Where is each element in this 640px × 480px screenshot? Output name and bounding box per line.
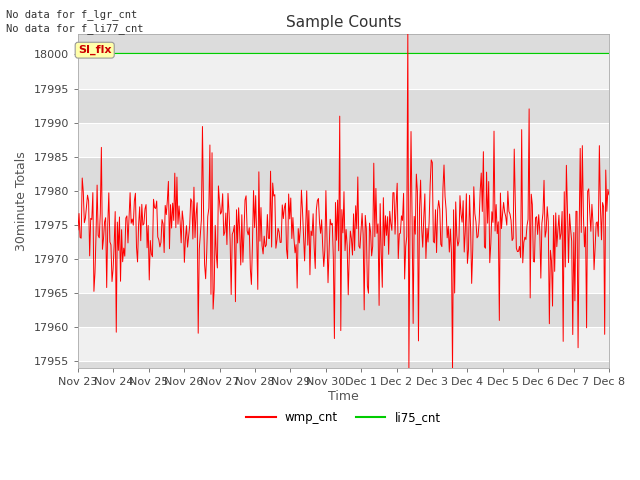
Bar <box>78 54 609 88</box>
X-axis label: Time: Time <box>328 390 359 403</box>
Bar <box>78 259 609 293</box>
Bar <box>78 88 609 122</box>
Text: No data for f_li77_cnt: No data for f_li77_cnt <box>6 23 144 34</box>
Y-axis label: 30minute Totals: 30minute Totals <box>15 151 28 251</box>
Text: No data for f_lgr_cnt: No data for f_lgr_cnt <box>6 9 138 20</box>
Text: SI_flx: SI_flx <box>78 45 111 55</box>
Bar <box>78 122 609 157</box>
Title: Sample Counts: Sample Counts <box>285 15 401 30</box>
Legend: wmp_cnt, li75_cnt: wmp_cnt, li75_cnt <box>241 407 445 429</box>
Bar <box>78 157 609 191</box>
Bar <box>78 293 609 327</box>
Bar <box>78 327 609 361</box>
Bar <box>78 225 609 259</box>
Bar <box>78 191 609 225</box>
